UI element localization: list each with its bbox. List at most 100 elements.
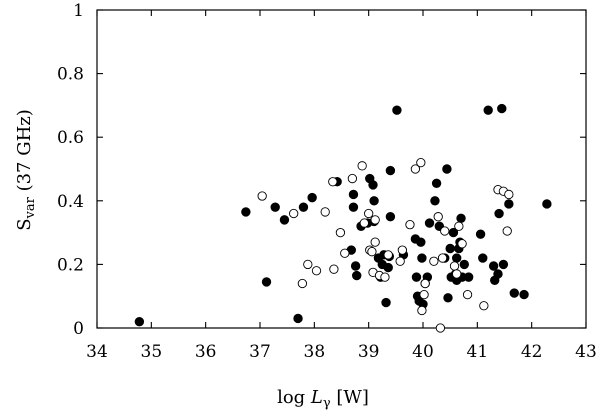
data-point-open bbox=[420, 278, 430, 289]
data-point-open bbox=[359, 218, 369, 228]
data-point-open bbox=[364, 208, 374, 219]
data-point-open bbox=[395, 256, 405, 266]
data-point-filled bbox=[443, 293, 453, 303]
x-axis: 34 35 36 37 38 39 40 41 42 43 bbox=[86, 10, 597, 362]
x-tick-label: 43 bbox=[575, 342, 597, 362]
data-point-open bbox=[370, 237, 380, 247]
data-point-filled bbox=[430, 196, 440, 206]
data-point-filled bbox=[369, 196, 379, 206]
data-point-filled bbox=[270, 202, 280, 212]
data-point-open bbox=[340, 248, 350, 258]
data-point-open bbox=[328, 177, 338, 187]
data-point-open bbox=[347, 173, 358, 184]
data-point-open bbox=[419, 289, 429, 300]
y-tick-label: 1 bbox=[73, 1, 84, 21]
data-point-filled bbox=[456, 213, 466, 223]
data-point-filled bbox=[494, 208, 504, 219]
data-point-filled bbox=[385, 165, 396, 176]
data-point-filled bbox=[498, 259, 509, 270]
y-axis-title: Svar (37 GHz) bbox=[14, 109, 38, 231]
data-point-filled bbox=[134, 316, 145, 327]
data-point-open bbox=[397, 245, 408, 255]
data-point-filled bbox=[241, 207, 251, 217]
data-point-filled bbox=[279, 215, 290, 225]
data-point-open bbox=[454, 221, 464, 231]
data-point-filled bbox=[542, 199, 552, 209]
data-point-filled bbox=[350, 261, 361, 271]
x-tick-label: 38 bbox=[304, 342, 326, 362]
data-point-filled bbox=[261, 277, 272, 287]
data-point-open bbox=[311, 266, 322, 276]
data-point-filled bbox=[451, 253, 462, 263]
x-tick-label: 35 bbox=[141, 342, 163, 362]
data-point-open bbox=[320, 207, 330, 217]
y-tick-label: 0.4 bbox=[57, 192, 84, 212]
y-tick-label: 0.2 bbox=[57, 255, 84, 275]
data-point-filled bbox=[298, 202, 309, 212]
y-axis: 0 0.2 0.4 0.6 0.8 1 bbox=[57, 1, 586, 339]
data-point-filled bbox=[417, 253, 427, 263]
data-point-open bbox=[257, 191, 267, 201]
y-tick-label: 0.8 bbox=[57, 65, 84, 85]
data-point-filled bbox=[381, 297, 391, 308]
data-point-filled bbox=[368, 180, 378, 190]
data-point-open bbox=[429, 256, 439, 266]
data-point-filled bbox=[431, 178, 442, 189]
data-point-filled bbox=[352, 270, 362, 281]
data-point-open bbox=[410, 164, 421, 174]
data-point-open bbox=[502, 226, 512, 236]
data-point-filled bbox=[348, 189, 359, 200]
data-point-open bbox=[435, 323, 446, 333]
data-point-open bbox=[433, 212, 443, 222]
plot-frame bbox=[96, 9, 587, 329]
data-point-filled bbox=[383, 262, 393, 273]
data-point-open bbox=[335, 227, 346, 238]
data-point-filled bbox=[392, 105, 402, 115]
x-tick-label: 39 bbox=[358, 342, 380, 362]
data-points bbox=[134, 103, 552, 333]
data-point-open bbox=[405, 219, 415, 230]
x-tick-label: 36 bbox=[195, 342, 217, 362]
data-point-filled bbox=[445, 243, 455, 254]
data-point-open bbox=[329, 264, 339, 274]
data-point-filled bbox=[411, 272, 422, 282]
data-point-open bbox=[449, 261, 460, 271]
data-point-filled bbox=[519, 289, 529, 300]
data-point-open bbox=[367, 247, 377, 257]
data-point-filled bbox=[293, 313, 303, 324]
data-point-open bbox=[383, 250, 393, 260]
data-point-filled bbox=[483, 105, 493, 115]
data-point-filled bbox=[475, 229, 486, 239]
data-point-open bbox=[297, 278, 308, 289]
data-point-filled bbox=[416, 237, 426, 247]
data-point-filled bbox=[488, 261, 499, 271]
data-point-filled bbox=[442, 164, 452, 174]
data-point-filled bbox=[348, 202, 359, 212]
x-tick-label: 41 bbox=[467, 342, 489, 362]
data-point-filled bbox=[463, 272, 474, 282]
x-axis-title: log Lγ [W] bbox=[277, 387, 369, 411]
data-point-filled bbox=[459, 259, 469, 270]
data-point-filled bbox=[497, 103, 507, 114]
data-point-filled bbox=[509, 288, 519, 298]
data-point-filled bbox=[424, 218, 435, 228]
x-tick-label: 34 bbox=[86, 342, 108, 362]
x-tick-label: 40 bbox=[412, 342, 434, 362]
data-point-filled bbox=[307, 192, 317, 203]
y-tick-label: 0.6 bbox=[57, 128, 84, 148]
data-point-open bbox=[452, 269, 462, 279]
data-point-filled bbox=[493, 269, 503, 279]
data-point-filled bbox=[448, 227, 459, 238]
data-point-open bbox=[462, 289, 473, 300]
data-point-open bbox=[479, 301, 489, 311]
data-point-open bbox=[440, 226, 450, 236]
data-point-open bbox=[289, 208, 299, 219]
data-point-open bbox=[504, 189, 514, 200]
data-point-open bbox=[303, 259, 313, 270]
data-point-filled bbox=[478, 253, 488, 263]
data-point-open bbox=[416, 157, 426, 168]
data-point-open bbox=[370, 215, 380, 225]
data-point-open bbox=[417, 305, 427, 316]
data-point-filled bbox=[504, 199, 514, 209]
